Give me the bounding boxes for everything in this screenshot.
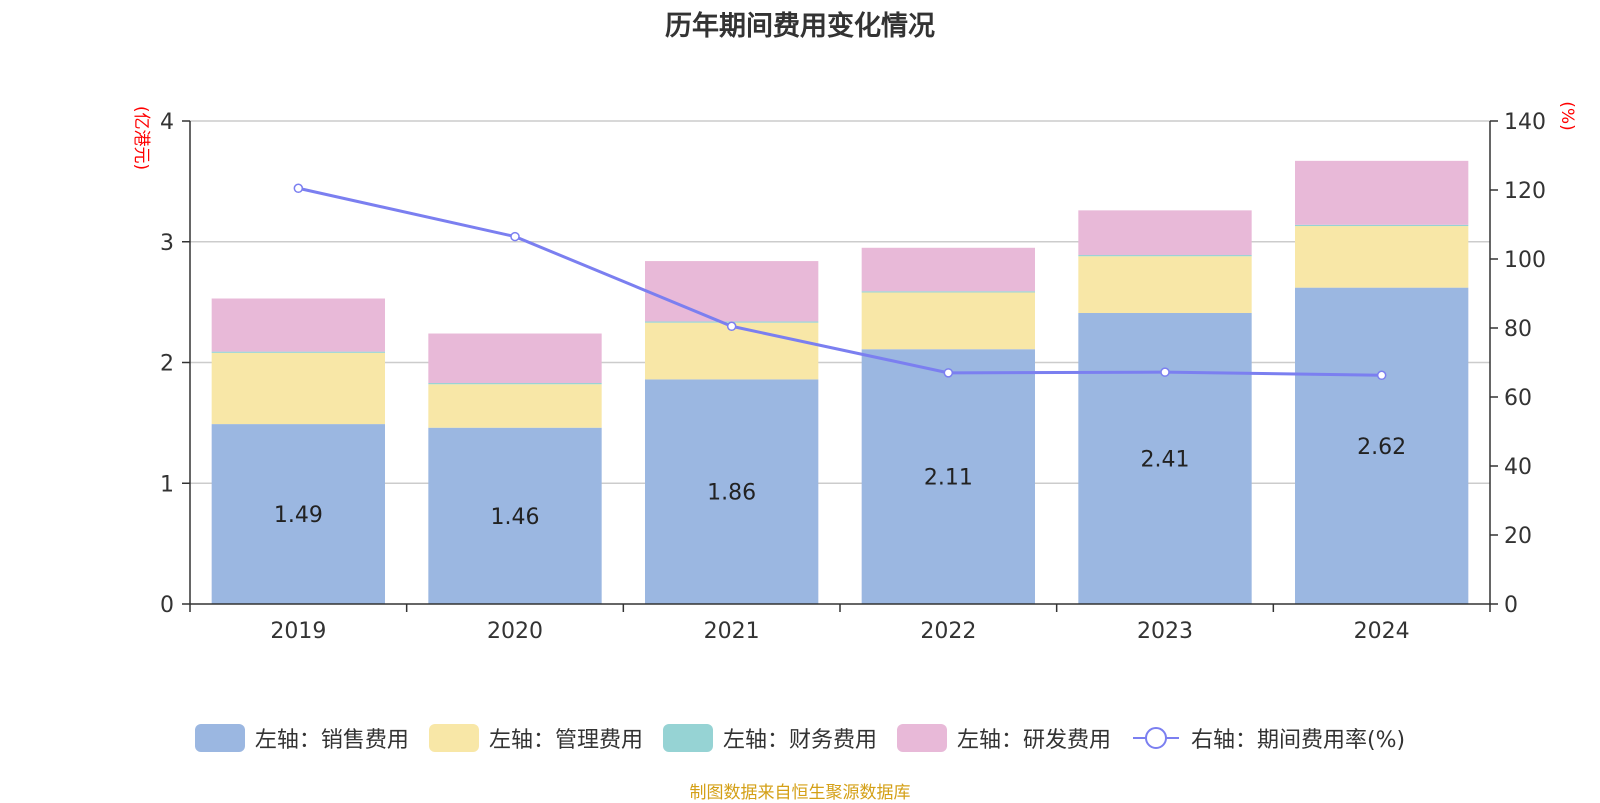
- grid-lines: [190, 120, 1490, 484]
- bar-segment: [428, 383, 602, 385]
- legend-swatch: [662, 724, 713, 752]
- rate-line: [298, 186, 1382, 377]
- bar-segment: [1078, 256, 1252, 313]
- rate-point: [943, 368, 954, 378]
- data-labels: 1.49 1.46 1.86 2.11 2.41 2.62: [274, 435, 1406, 530]
- bar-segment: [1295, 226, 1469, 288]
- bar-value-label: 2.11: [924, 466, 973, 491]
- right-tick-label: 140: [1504, 110, 1546, 135]
- bar-segment: [645, 261, 819, 322]
- bar-segment: [645, 322, 819, 380]
- chart-title: 历年期间费用变化情况: [665, 11, 935, 42]
- bar-value-label: 2.41: [1141, 447, 1190, 472]
- bar-segment: [211, 298, 385, 352]
- bar-layer: [211, 160, 1469, 604]
- bar-value-label: 1.49: [274, 503, 323, 528]
- left-tick-label: 4: [160, 110, 174, 135]
- right-tick-label: 120: [1504, 179, 1546, 204]
- legend-swatch: [428, 724, 479, 752]
- bar-segment: [211, 351, 385, 353]
- right-tick-label: 40: [1504, 455, 1532, 480]
- legend-label: 左轴：研发费用: [956, 728, 1111, 753]
- bar-segment: [1295, 160, 1469, 225]
- legend-swatch: [896, 724, 947, 752]
- legend-item[interactable]: 左轴：财务费用: [662, 722, 877, 754]
- bar-value-label: 1.46: [491, 505, 540, 530]
- rate-point: [726, 321, 737, 332]
- right-tick-label: 20: [1504, 524, 1532, 549]
- bar-segment: [1078, 210, 1252, 256]
- x-tick-label: 2022: [920, 619, 976, 644]
- bar-segment: [1078, 255, 1252, 257]
- bar-segment: [428, 427, 602, 604]
- left-tick-label: 1: [160, 472, 174, 497]
- legend-swatch: [194, 724, 245, 752]
- x-tick-label: 2023: [1137, 619, 1193, 644]
- bar-segment: [861, 349, 1035, 604]
- left-axis-unit: (亿港元): [131, 106, 151, 170]
- bar-segment: [1295, 287, 1469, 604]
- rate-point: [510, 231, 520, 242]
- left-tick-label: 2: [160, 352, 174, 377]
- rate-point: [1160, 367, 1170, 377]
- bar-value-label: 2.62: [1357, 435, 1406, 460]
- legend-item[interactable]: 左轴：管理费用: [428, 722, 643, 754]
- right-tick-label: 60: [1504, 386, 1532, 411]
- legend-item[interactable]: 左轴：销售费用: [194, 722, 409, 754]
- bar-value-label: 1.86: [707, 481, 756, 506]
- legend-label: 左轴：财务费用: [722, 728, 877, 753]
- legend: 左轴：销售费用 左轴：管理费用 左轴：财务费用 左轴：研发费用 右轴：期间费用率(%): [0, 720, 1600, 756]
- legend-label: 左轴：销售费用: [254, 728, 409, 753]
- left-tick-label: 0: [160, 593, 174, 618]
- bar-segment: [861, 292, 1035, 350]
- right-tick-label: 0: [1504, 593, 1518, 618]
- bar-segment: [428, 384, 602, 428]
- left-tick-label: 3: [160, 231, 174, 256]
- right-tick-label: 100: [1504, 248, 1546, 273]
- x-tick-label: 2021: [704, 619, 760, 644]
- rate-point: [1376, 370, 1387, 381]
- legend-label: 右轴：期间费用率(%): [1190, 728, 1406, 753]
- bar-segment: [861, 247, 1035, 292]
- bar-segment: [1295, 224, 1469, 227]
- bar-segment: [861, 291, 1035, 293]
- x-tick-label: 2020: [487, 619, 543, 644]
- source-footer: 制图数据来自恒生聚源数据库: [689, 783, 911, 803]
- legend-label: 左轴：管理费用: [488, 728, 643, 753]
- bar-segment: [211, 424, 385, 604]
- bar-segment: [211, 352, 385, 425]
- bar-segment: [428, 333, 602, 384]
- right-axis-unit: (%): [1557, 101, 1577, 130]
- legend-item[interactable]: 左轴：研发费用: [896, 722, 1111, 754]
- line-layer: [293, 183, 1387, 381]
- legend-line-circle-icon: [1132, 727, 1179, 749]
- legend-item[interactable]: 右轴：期间费用率(%): [1131, 722, 1405, 754]
- bar-segment: [645, 379, 819, 604]
- x-tick-label: 2019: [270, 619, 326, 644]
- x-tick-label: 2024: [1354, 619, 1410, 644]
- right-tick-label: 80: [1504, 317, 1532, 342]
- rate-point: [293, 183, 304, 194]
- bar-segment: [1078, 312, 1252, 604]
